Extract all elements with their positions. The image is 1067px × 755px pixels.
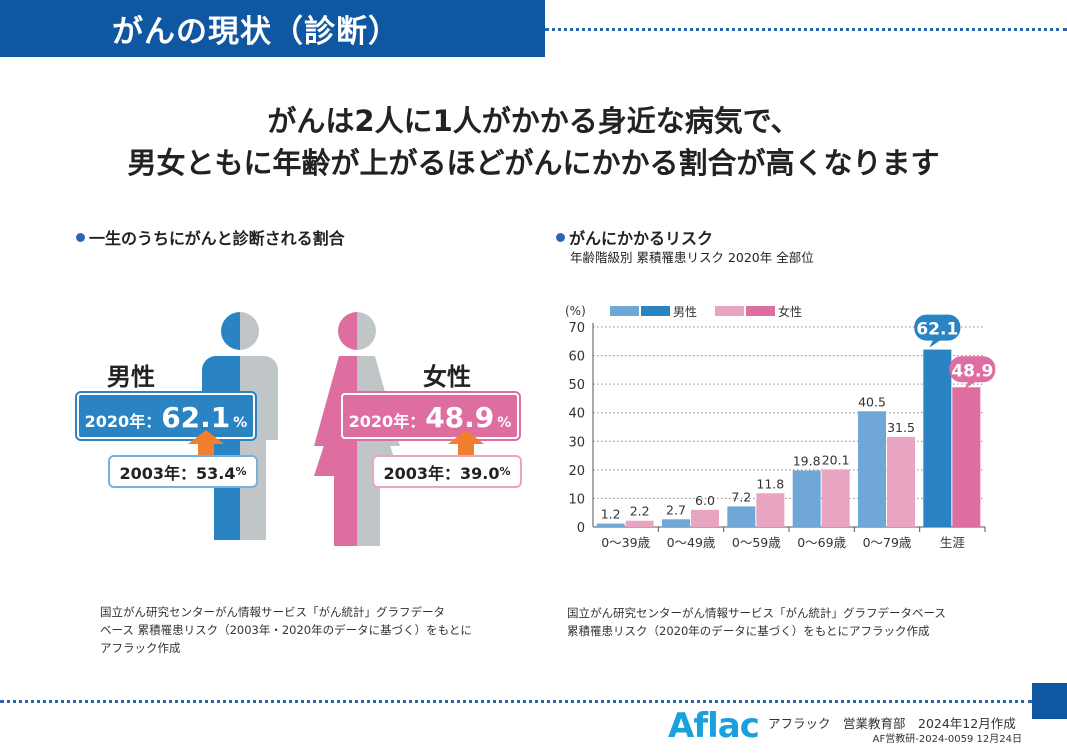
data-label: 20.1 [822,453,850,468]
footer-code: AF営教研-2024-0059 12月24日 [872,734,1022,745]
legend-swatch [746,306,775,316]
aflac-logo: Aflac [668,706,760,746]
bar-male [858,411,886,527]
bullet-icon [556,232,565,242]
y-tick-label: 30 [568,435,585,450]
up-arrow-icon [188,430,224,458]
data-label: 19.8 [793,453,821,468]
callout-bubble [914,314,961,341]
female-2003-text: 2003年：39.0 [383,463,500,483]
female-2020-value: 48.9 [425,401,495,434]
chart-subtitle: 年齢階級別 累積罹患リスク 2020年 全部位 [570,250,814,265]
bar-female [821,469,850,527]
bar-female [952,387,981,527]
data-label: 2.2 [630,504,650,519]
legend-swatch [715,306,744,316]
header-divider [545,28,1067,31]
data-label: 2.7 [666,502,686,517]
y-tick-label: 10 [568,492,585,507]
male-2020-year: 2020年： [84,412,162,431]
source-line: 国立がん研究センターがん情報サービス「がん統計」グラフデータベース [567,606,946,620]
y-tick-label: 70 [568,321,585,336]
source-line: 累積罹患リスク（2020年のデータに基づく）をもとにアフラック作成 [567,624,930,638]
data-label: 31.5 [887,420,915,435]
bar-female [625,520,654,527]
y-tick-label: 60 [568,350,585,365]
bar-male [792,470,821,527]
female-2020-year: 2020年： [348,412,426,431]
cancer-risk-bar-chart: 0 10 20 30 40 50 60 70 (%) 男性 女性 0〜39歳 1.2 2.2 0〜49歳 2.… [565,304,996,550]
left-title-text: 一生のうちにがんと診断される割合 [89,229,345,248]
left-section-title: 一生のうちにがんと診断される割合 [76,225,345,249]
header-title: がんの現状（診断） [112,14,400,50]
male-2020-value: 62.1 [161,401,231,434]
y-axis-label: (%) [565,304,586,318]
headline-line2: 男女ともに年齢が上がるほどがんにかかる割合が高くなります [127,146,940,180]
legend-swatch [610,306,639,316]
data-label: 1.2 [601,507,621,522]
female-2020-box: 2020年： 48.9% [341,393,519,439]
legend-label: 女性 [778,304,802,319]
right-source-note: 国立がん研究センターがん情報サービス「がん統計」グラフデータベース 累積罹患リス… [567,604,946,640]
legend-label: 男性 [673,305,697,319]
footer-divider [0,700,1032,703]
x-tick-label: 0〜59歳 [732,535,781,550]
y-tick-label: 40 [568,407,585,422]
bar-male [596,523,625,527]
footer-dept: アフラック 営業教育部 2024年12月作成 [768,716,1016,731]
bar-male [727,506,756,527]
x-tick-label: 0〜39歳 [601,535,650,550]
up-arrow-icon [448,430,484,458]
bar-female [756,493,785,527]
headline: がんは2人に1人がかかる身近な病気で、 男女ともに年齢が上がるほどがんにかかる割… [0,100,1067,184]
data-label: 11.8 [756,476,784,491]
bar-female [887,437,915,527]
female-2003-box: 2003年：39.0% [372,455,522,488]
source-line: 国立がん研究センターがん情報サービス「がん統計」グラフデータ [100,605,445,619]
callout-bubble [949,356,996,383]
bar-female [691,509,719,527]
male-2003-box: 2003年：53.4% [108,455,258,488]
bar-male [923,349,952,527]
x-tick-label: 0〜69歳 [797,535,846,550]
female-2020-unit: % [497,415,512,431]
y-tick-label: 0 [577,521,585,536]
footer-corner-block [1032,683,1067,719]
source-line: アフラック作成 [100,641,181,655]
y-tick-label: 50 [568,378,585,393]
right-section-title: がんにかかるリスク [556,225,713,249]
male-2020-box: 2020年： 62.1% [77,393,255,439]
male-label: 男性 [107,363,155,391]
data-label: 48.9 [951,361,993,381]
data-label: 6.0 [695,493,715,508]
left-source-note: 国立がん研究センターがん情報サービス「がん統計」グラフデータ ベース 累積罹患リ… [100,603,472,657]
male-2003-unit: % [235,465,247,478]
female-2003-unit: % [499,465,511,478]
callout-pointer [964,381,977,390]
data-label: 7.2 [731,489,751,504]
male-2003-text: 2003年：53.4 [119,463,236,483]
data-label: 62.1 [916,320,958,340]
female-label: 女性 [423,363,471,391]
headline-line1: がんは2人に1人がかかる身近な病気で、 [267,104,800,138]
legend-swatch [641,306,670,316]
data-label: 40.5 [858,394,886,409]
right-title-text: がんにかかるリスク [569,229,714,248]
bullet-icon [76,232,85,242]
bar-male [662,519,690,527]
y-tick-label: 20 [568,464,585,479]
x-tick-label: 0〜49歳 [667,535,716,550]
male-2020-unit: % [233,415,248,431]
x-tick-label: 生涯 [940,535,965,550]
source-line: ベース 累積罹患リスク（2003年・2020年のデータに基づく）をもとに [100,623,472,637]
x-tick-label: 0〜79歳 [863,535,912,550]
callout-pointer [929,339,942,348]
page-header: がんの現状（診断） [0,0,545,57]
